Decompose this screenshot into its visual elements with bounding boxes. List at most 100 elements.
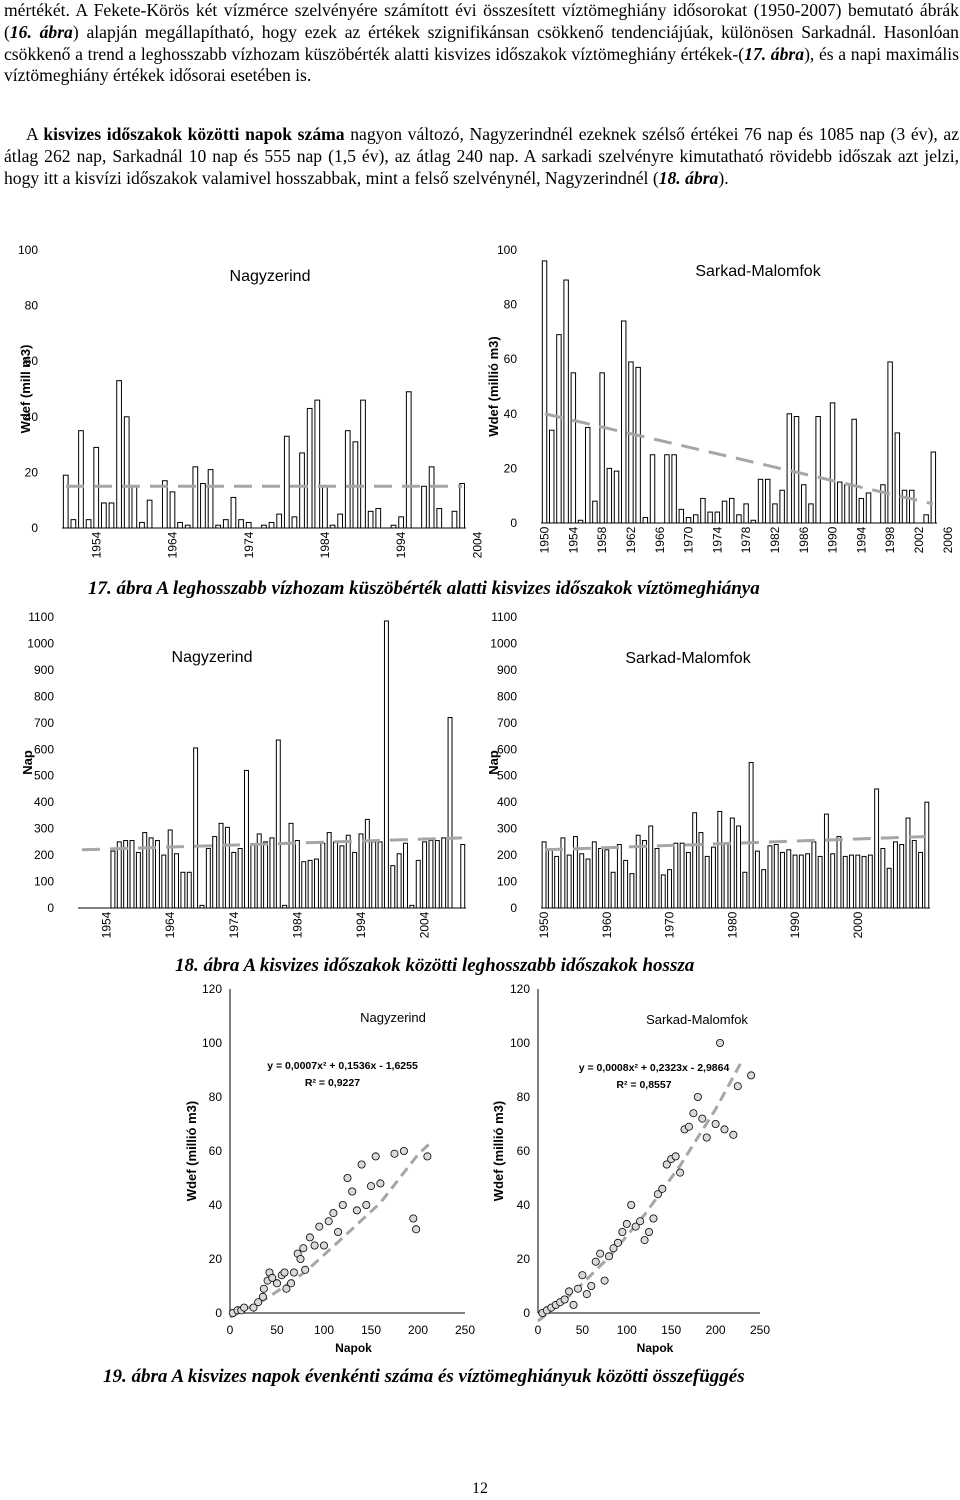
bar (352, 851, 358, 909)
bar (874, 788, 880, 909)
bar (660, 874, 666, 909)
bar (728, 497, 735, 524)
bar (886, 867, 892, 909)
y-tick-label: 200 (497, 848, 517, 862)
bar (230, 496, 237, 529)
data-point (423, 1152, 432, 1161)
y-tick-label: 900 (497, 663, 517, 677)
data-point (702, 1133, 711, 1142)
data-point (662, 1160, 671, 1169)
bar (563, 279, 569, 524)
bar (256, 833, 262, 909)
x-tick-label: 1984 (318, 531, 332, 558)
bar (192, 466, 199, 529)
data-point (649, 1214, 658, 1223)
bar (146, 499, 153, 529)
bar (613, 470, 620, 524)
data-point (600, 1276, 609, 1285)
x-tick-label: 1954 (89, 531, 103, 558)
bar (329, 524, 336, 529)
x-tick-label: 1964 (163, 911, 177, 938)
bar (250, 844, 256, 909)
bar (930, 451, 937, 524)
chart-fig19-left: Nagyzerind Wdef (millió m3) 0 20 40 60 80 100 12… (184, 982, 475, 1355)
bar (161, 854, 167, 909)
p1-figref-17: 17. ábra (744, 43, 805, 64)
bar (180, 871, 186, 909)
data-point (362, 1201, 371, 1210)
bar (648, 825, 654, 909)
bar (135, 851, 141, 909)
bar (441, 837, 447, 909)
x-tick-label: 150 (661, 1323, 681, 1337)
bar (398, 516, 404, 529)
y-tick-label: 300 (34, 822, 54, 836)
bar (786, 413, 793, 524)
y-tick-label: 0 (510, 516, 517, 530)
x-tick-label: 1984 (290, 911, 304, 938)
x-tick-label: 1950 (537, 911, 551, 938)
bar (283, 435, 290, 529)
data-point (640, 1236, 649, 1245)
y-tick-label: 600 (34, 742, 54, 756)
bar (301, 861, 307, 909)
bar (100, 502, 107, 529)
data-point (319, 1241, 328, 1250)
bar (116, 841, 122, 909)
bar (599, 372, 605, 524)
bar (721, 500, 728, 524)
bar (764, 478, 771, 524)
x-tick-label: 1966 (653, 526, 667, 553)
bar (541, 260, 548, 524)
data-point (310, 1241, 319, 1250)
bar (78, 430, 84, 529)
data-point (698, 1114, 707, 1123)
data-point (343, 1174, 352, 1183)
data-point (409, 1214, 418, 1223)
y-tick-label: 120 (202, 982, 222, 996)
y-tick-label: 1100 (28, 610, 54, 624)
bar (736, 514, 742, 524)
bar (70, 519, 77, 529)
bar (405, 391, 412, 529)
bar (901, 489, 908, 524)
bar (793, 416, 800, 524)
bar (830, 853, 836, 909)
bar (664, 454, 670, 524)
r2-label: R² = 0,8557 (616, 1079, 671, 1091)
data-point (747, 1071, 756, 1080)
bar (723, 842, 729, 909)
bar (244, 769, 249, 909)
data-point (622, 1219, 631, 1228)
y-axis-label: Nap (486, 750, 501, 775)
bar (679, 842, 685, 909)
chart-title: Sarkad-Malomfok (625, 650, 751, 667)
bar (291, 516, 298, 529)
data-point (578, 1271, 587, 1280)
p1-figref-16: 16. ábra (9, 21, 73, 42)
y-tick-label: 500 (34, 769, 54, 783)
p1-line2a: (1950-2007) bemutató ábrák ( (4, 0, 959, 42)
bar (823, 813, 829, 909)
bar (436, 508, 443, 529)
y-tick-label: 800 (34, 689, 54, 703)
bar (428, 466, 435, 529)
bar (142, 832, 148, 909)
bar (409, 904, 415, 909)
data-point (334, 1228, 343, 1237)
data-point (596, 1249, 605, 1258)
x-axis-label: Napok (335, 1341, 372, 1355)
p2-figref-18: 18. ábra (658, 167, 719, 188)
bar (635, 834, 641, 909)
bar (184, 524, 191, 529)
bar (717, 810, 723, 909)
y-tick-label: 0 (510, 901, 517, 915)
y-tick-label: 80 (504, 298, 518, 312)
y-axis-label: Wdef (millió m3) (486, 336, 501, 436)
equation-label: y = 0,0007x² + 0,1536x - 1,6255 (267, 1060, 418, 1072)
bar (139, 521, 145, 529)
data-point (268, 1273, 277, 1282)
bar (566, 854, 572, 909)
data-point (671, 1152, 680, 1161)
r2-label: R² = 0,9227 (305, 1077, 360, 1089)
